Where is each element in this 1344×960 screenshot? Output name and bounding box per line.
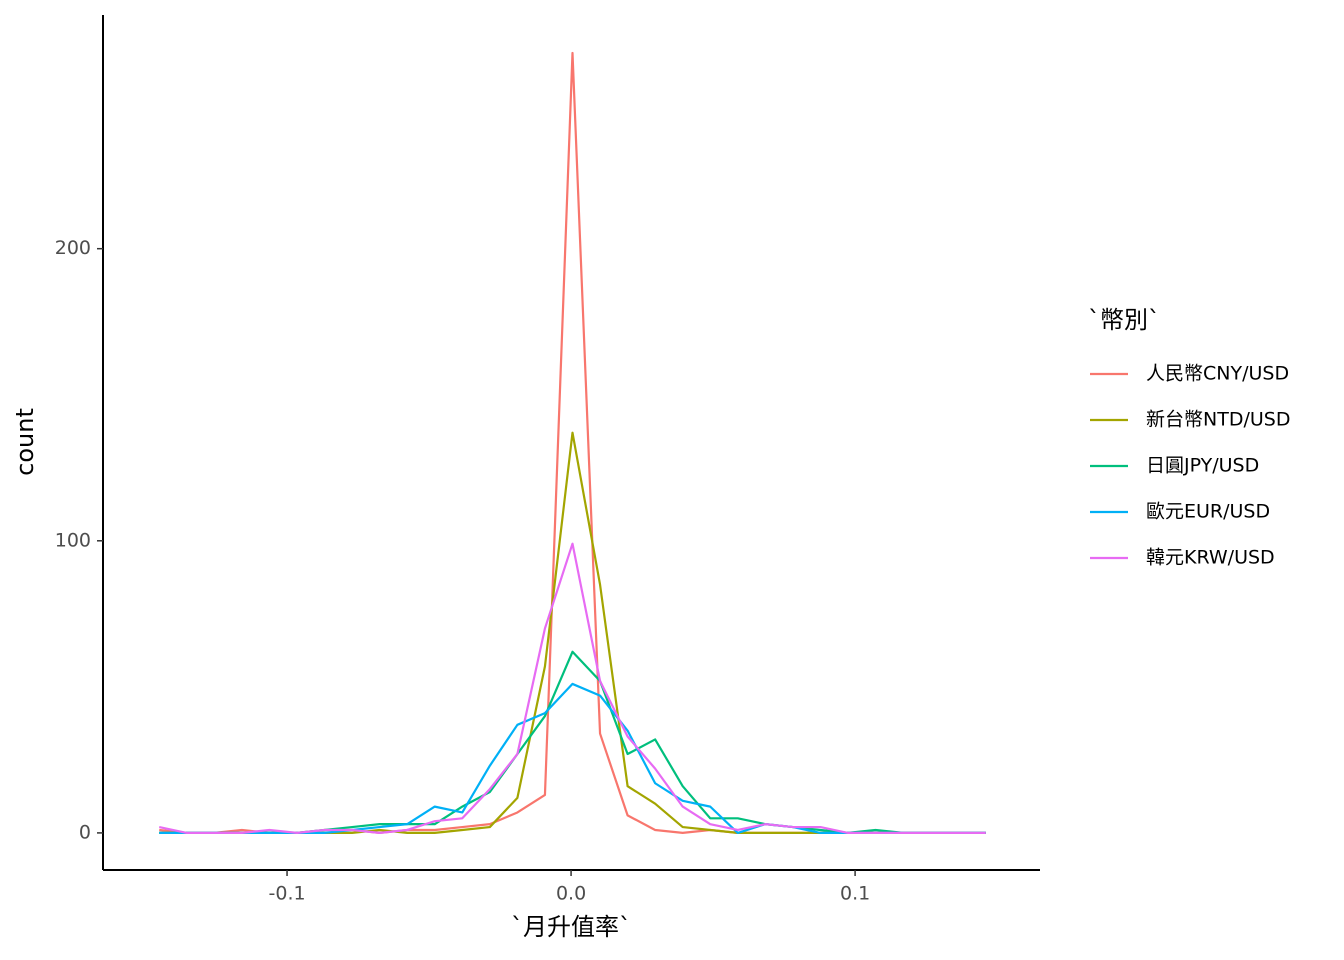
series-line [159,542,986,835]
y-axis-title: count [11,408,39,476]
legend-text: 韓元KRW/USD [1146,547,1275,569]
legend-text: 日圓JPY/USD [1146,455,1259,477]
series-line [159,650,986,835]
x-tick-label: 0.0 [556,883,586,905]
legend-title: `幣別` [1088,306,1160,334]
series-line [159,682,986,835]
y-tick-label: 0 [79,821,91,843]
series-line [159,51,986,835]
x-tick-label: 0.1 [840,883,870,905]
x-tick-label: -0.1 [269,883,306,905]
legend-text: 人民幣CNY/USD [1146,363,1289,385]
legend-text: 歐元EUR/USD [1146,501,1270,523]
y-tick-label: 200 [55,237,91,259]
x-axis-title: `月升值率` [511,913,631,941]
series-line [159,431,986,835]
legend-text: 新台幣NTD/USD [1146,409,1290,431]
y-tick-label: 100 [55,529,91,551]
